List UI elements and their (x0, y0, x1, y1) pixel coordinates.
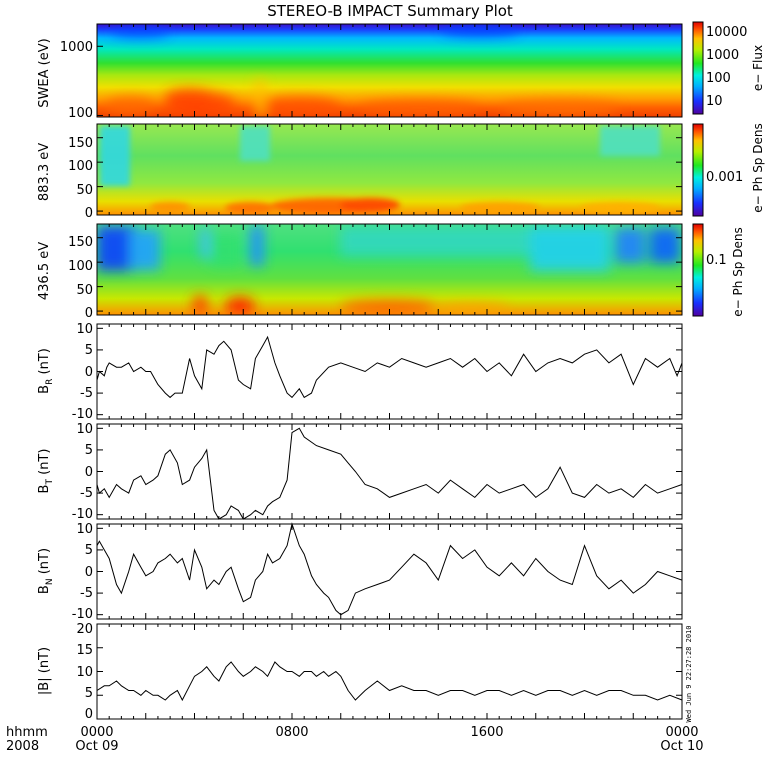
bmag-tick-label: 10 (76, 665, 93, 680)
bn-ylabel-main: B (37, 585, 52, 594)
bmag-tick-label: 15 (76, 643, 93, 658)
x-axis-left-label-2: 2008 (6, 739, 39, 754)
bt-ylabel-unit: (nT) (37, 449, 52, 479)
bmag-ylabel-main: |B| (37, 677, 52, 695)
colorbar-flux-ticks: 10000 1000 100 10 (706, 25, 747, 109)
bn-tick-label: 0 (85, 565, 93, 580)
plot-title: STEREO-B IMPACT Summary Plot (267, 2, 513, 20)
bn-tick-label: 5 (85, 543, 93, 558)
br-tick-label: -10 (72, 407, 93, 422)
pad-436-tick-label: 50 (76, 283, 93, 298)
colorbar-pad-436 (692, 223, 704, 317)
br-y-ticks: 10 5 0 -5 -10 (72, 322, 93, 422)
bn-y-ticks: 10 5 0 -5 -10 (72, 522, 93, 622)
bt-ylabel-sub: T (45, 479, 55, 486)
x-tick-label: 1600 (470, 725, 503, 740)
pad-436-y-ticks: 150 100 50 0 (68, 235, 93, 321)
bt-panel (96, 423, 683, 520)
x-axis-labels: hhmm 2008 0000 0800 1600 0000 Oct 09 Oct… (6, 725, 704, 754)
x-date-label: Oct 10 (660, 739, 703, 754)
bn-ylabel-sub: N (45, 578, 55, 585)
bt-ylabel-main: B (37, 485, 52, 494)
swea-heatmap-panel (96, 23, 683, 118)
colorbar-pad-436-label: e− Ph Sp Dens (731, 227, 745, 316)
pad-883-tick-label: 100 (68, 159, 93, 174)
timestamp-text: Wed Jun 9 22:27:28 2010 (685, 625, 693, 723)
colorbar-flux-tick: 10 (706, 94, 723, 109)
br-panel (96, 323, 683, 420)
series-lines (96, 335, 683, 702)
bmag-tick-label: 0 (85, 707, 93, 722)
pad-883-tick-label: 50 (76, 183, 93, 198)
pad-883-tick-label: 150 (68, 136, 93, 151)
br-tick-label: 0 (85, 365, 93, 380)
br-ylabel-unit: (nT) (37, 348, 52, 378)
colorbar-pad-883-tick: 0.001 (706, 170, 743, 185)
pad-436-ylabel: 436.5 eV (37, 242, 52, 300)
pad-883-heatmap-panel (96, 123, 683, 216)
colorbar-flux-tick: 100 (706, 71, 731, 86)
bn-tick-label: 10 (76, 522, 93, 537)
bt-series-line (96, 427, 683, 520)
br-ylabel: BR (nT) (37, 348, 55, 394)
br-ylabel-main: B (37, 385, 52, 394)
bn-tick-label: -10 (72, 607, 93, 622)
colorbar-flux-label: e− Flux (751, 45, 765, 91)
bt-tick-label: 0 (85, 465, 93, 480)
bt-tick-label: -10 (72, 507, 93, 522)
colorbar-pad-883-label: e− Ph Sp Dens (751, 123, 765, 212)
colorbar-flux-tick: 1000 (706, 48, 739, 63)
x-tick-label: 0000 (665, 725, 698, 740)
pad-883-tick-label: 0 (85, 206, 93, 221)
colorbar-pad-436-tick: 0.1 (706, 253, 727, 268)
bmag-tick-label: 20 (76, 622, 93, 637)
bn-series-line (96, 522, 683, 616)
pad-436-tick-label: 100 (68, 259, 93, 274)
br-tick-label: -5 (80, 386, 93, 401)
bmag-y-ticks: 20 15 10 5 0 (76, 622, 93, 722)
br-tick-label: 5 (85, 343, 93, 358)
swea-ylabel: SWEA (eV) (37, 38, 52, 107)
bn-ylabel: BN (nT) (37, 548, 55, 594)
pad-883-y-ticks: 150 100 50 0 (68, 136, 93, 221)
swea-y-ticks: 1000 100 (60, 40, 93, 121)
x-date-label: Oct 09 (75, 739, 118, 754)
colorbar-flux (692, 21, 704, 115)
bmag-tick-label: 5 (85, 686, 93, 701)
swea-tick-label: 1000 (60, 40, 93, 55)
pad-436-tick-label: 150 (68, 235, 93, 250)
br-tick-label: 10 (76, 322, 93, 337)
bn-tick-label: -5 (80, 586, 93, 601)
colorbar-pad-883 (692, 123, 704, 217)
colorbar-flux-tick: 10000 (706, 25, 747, 40)
bmag-panel (96, 623, 683, 720)
br-ylabel-sub: R (45, 379, 55, 385)
x-axis-left-label-1: hhmm (6, 725, 48, 740)
tick-marks (96, 24, 683, 720)
bt-ylabel: BT (nT) (37, 449, 55, 494)
bt-tick-label: 5 (85, 443, 93, 458)
bt-tick-label: -5 (80, 486, 93, 501)
bn-ylabel-unit: (nT) (37, 548, 52, 578)
x-tick-label: 0800 (275, 725, 308, 740)
bn-panel (96, 523, 683, 620)
swea-tick-label: 100 (68, 106, 93, 121)
pad-436-tick-label: 0 (85, 306, 93, 321)
bmag-series-line (96, 661, 683, 702)
bmag-ylabel: |B| (nT) (37, 647, 52, 695)
bt-tick-label: 10 (76, 422, 93, 437)
bt-y-ticks: 10 5 0 -5 -10 (72, 422, 93, 522)
x-tick-label: 0000 (80, 725, 113, 740)
br-series-line (96, 335, 683, 399)
bmag-ylabel-unit: (nT) (37, 647, 52, 677)
pad-883-ylabel: 883.3 eV (37, 143, 52, 201)
pad-436-heatmap-panel (96, 223, 683, 316)
timestamp-stamp: Wed Jun 9 22:27:28 2010 (681, 625, 697, 723)
